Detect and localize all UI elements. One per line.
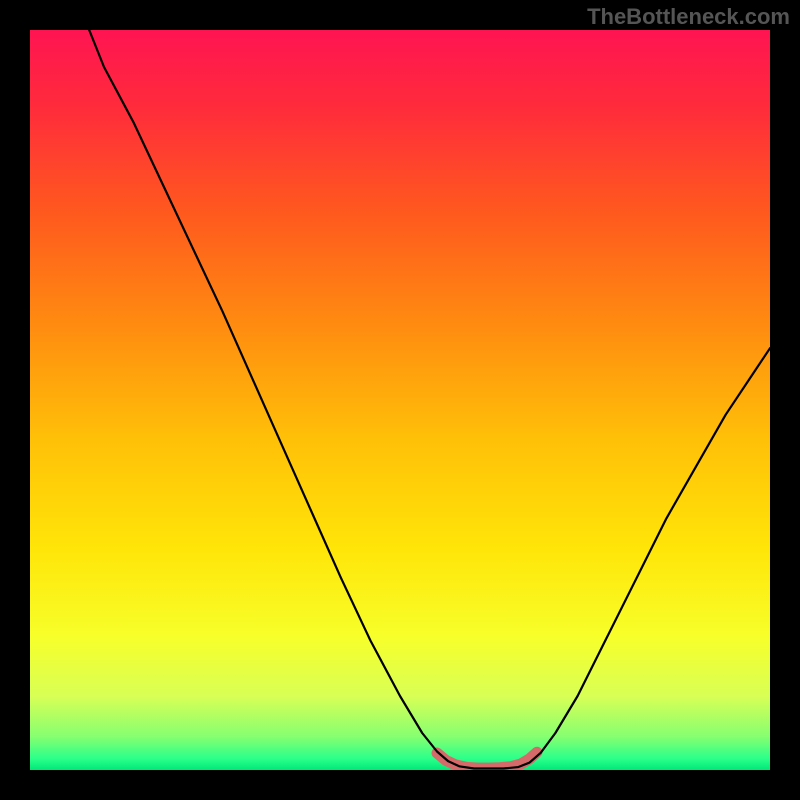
main-curve: [89, 30, 770, 769]
watermark-text: TheBottleneck.com: [587, 4, 790, 30]
chart-container: TheBottleneck.com: [0, 0, 800, 800]
curve-svg: [30, 30, 770, 770]
plot-area: [30, 30, 770, 770]
